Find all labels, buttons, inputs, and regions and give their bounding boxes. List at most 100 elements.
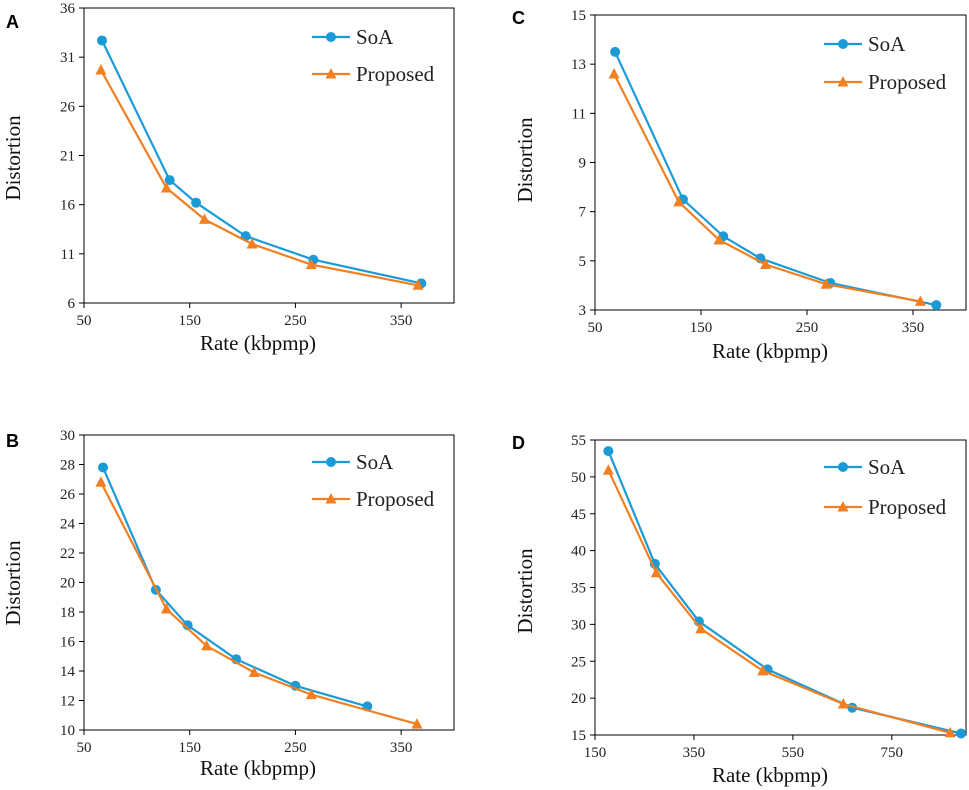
data-point-proposed bbox=[248, 666, 260, 677]
chart-panel-a: A 6 11 16 21 26 31 36 50 150 250 350 SoA Proposed Ra… bbox=[0, 0, 484, 395]
data-point-proposed bbox=[760, 258, 772, 270]
data-point-proposed bbox=[713, 233, 725, 245]
x-tick-label: 250 bbox=[284, 313, 307, 329]
y-tick-label: 30 bbox=[60, 428, 75, 444]
y-tick-label: 3 bbox=[579, 303, 587, 319]
series-line-proposed bbox=[99, 481, 418, 726]
y-tick-label: 26 bbox=[60, 99, 76, 115]
x-tick-label: 350 bbox=[683, 745, 706, 761]
data-point-proposed bbox=[695, 622, 707, 634]
y-tick-label: 5 bbox=[579, 254, 587, 270]
y-tick-label: 50 bbox=[571, 470, 586, 486]
data-point-proposed bbox=[246, 238, 258, 249]
legend-label-proposed: Proposed bbox=[868, 495, 947, 519]
x-tick-label: 350 bbox=[902, 320, 925, 336]
legend-marker-proposed bbox=[325, 493, 337, 504]
y-axis-label: Distortion bbox=[513, 548, 537, 634]
x-tick-label: 150 bbox=[178, 740, 201, 756]
data-point-proposed bbox=[95, 476, 107, 487]
y-tick-label: 11 bbox=[572, 106, 586, 122]
y-axis-label: Distortion bbox=[1, 115, 25, 201]
y-tick-label: 18 bbox=[60, 605, 75, 621]
legend-marker-soa bbox=[838, 462, 848, 472]
y-tick-label: 16 bbox=[60, 635, 76, 651]
y-tick-label: 30 bbox=[571, 617, 586, 633]
legend-marker-soa bbox=[326, 457, 336, 467]
x-axis-label: Rate (kbpmp) bbox=[200, 331, 316, 355]
x-tick-label: 250 bbox=[284, 740, 307, 756]
panel-letter-b: B bbox=[6, 431, 19, 451]
panel-letter-a: A bbox=[6, 12, 19, 32]
y-axis-label: Distortion bbox=[513, 117, 537, 203]
x-axis-label: Rate (kbpmp) bbox=[712, 339, 828, 363]
data-point-proposed bbox=[820, 278, 832, 289]
legend-label-soa: SoA bbox=[356, 25, 394, 49]
x-tick-label: 150 bbox=[690, 320, 713, 336]
y-tick-label: 12 bbox=[60, 694, 75, 710]
x-tick-label: 150 bbox=[178, 313, 201, 329]
data-point-proposed bbox=[305, 258, 317, 270]
legend-label-proposed: Proposed bbox=[356, 487, 435, 511]
y-tick-label: 26 bbox=[60, 487, 76, 503]
data-point-proposed bbox=[673, 195, 685, 207]
y-tick-label: 6 bbox=[68, 296, 76, 312]
series-line-proposed bbox=[613, 73, 921, 303]
data-point-soa bbox=[956, 728, 967, 739]
legend-label-soa: SoA bbox=[868, 455, 906, 479]
plot-frame bbox=[83, 7, 455, 304]
y-tick-label: 9 bbox=[579, 156, 587, 172]
y-tick-label: 15 bbox=[571, 8, 586, 24]
chart-b-svg: B 10 12 14 16 18 20 22 24 26 28 30 50 150 250 350 SoA Pr… bbox=[1, 428, 455, 780]
data-point-proposed bbox=[412, 279, 424, 290]
y-tick-label: 20 bbox=[60, 576, 75, 592]
data-point-proposed bbox=[602, 464, 614, 475]
x-tick-label: 350 bbox=[390, 740, 413, 756]
legend-marker-soa bbox=[838, 39, 848, 49]
series-line-soa bbox=[614, 51, 937, 307]
y-tick-label: 13 bbox=[571, 57, 586, 73]
chart-d-svg: D 15 20 25 30 35 40 45 50 55 150 350 550 750 SoA Propo… bbox=[512, 433, 967, 787]
panel-letter-c: C bbox=[512, 8, 525, 28]
data-point-soa bbox=[610, 46, 621, 57]
y-tick-label: 25 bbox=[571, 654, 586, 670]
data-point-proposed bbox=[944, 726, 956, 738]
data-point-proposed bbox=[305, 688, 317, 700]
x-tick-label: 150 bbox=[584, 745, 607, 761]
x-axis-label: Rate (kbpmp) bbox=[200, 756, 316, 780]
data-point-proposed bbox=[608, 68, 620, 79]
y-tick-label: 14 bbox=[60, 664, 76, 680]
y-axis-label: Distortion bbox=[1, 540, 25, 626]
legend-label-soa: SoA bbox=[356, 450, 394, 474]
legend-marker-soa bbox=[326, 32, 336, 42]
data-point-proposed bbox=[837, 698, 849, 709]
legend-label-proposed: Proposed bbox=[356, 62, 435, 86]
data-point-soa bbox=[164, 175, 175, 186]
series-line-soa bbox=[607, 450, 962, 735]
y-tick-label: 7 bbox=[579, 205, 587, 221]
y-tick-label: 11 bbox=[61, 247, 75, 263]
plot-frame bbox=[594, 439, 967, 736]
data-point-proposed bbox=[95, 63, 107, 75]
chart-panel-d: D 15 20 25 30 35 40 45 50 55 150 350 550 750 SoA Propo… bbox=[484, 395, 969, 790]
y-tick-label: 20 bbox=[571, 691, 586, 707]
y-tick-label: 22 bbox=[60, 546, 75, 562]
chart-panel-c: C 3 5 7 9 11 13 15 50 150 250 350 SoA Proposed Rate … bbox=[484, 0, 969, 395]
x-tick-label: 350 bbox=[390, 313, 413, 329]
x-tick-label: 750 bbox=[881, 745, 904, 761]
data-point-soa bbox=[182, 620, 193, 631]
chart-panel-b: B 10 12 14 16 18 20 22 24 26 28 30 50 150 250 350 SoA Pr… bbox=[0, 395, 484, 790]
data-point-soa bbox=[603, 446, 614, 457]
y-tick-label: 31 bbox=[60, 50, 75, 66]
x-tick-label: 50 bbox=[77, 313, 92, 329]
data-point-proposed bbox=[160, 181, 172, 193]
y-tick-label: 45 bbox=[571, 507, 586, 523]
series-line-soa bbox=[101, 39, 422, 285]
y-tick-label: 16 bbox=[60, 198, 76, 214]
data-point-proposed bbox=[650, 566, 662, 578]
data-point-soa bbox=[98, 462, 109, 473]
data-point-proposed bbox=[757, 664, 769, 676]
x-tick-label: 550 bbox=[782, 745, 805, 761]
x-axis-label: Rate (kbpmp) bbox=[712, 763, 828, 787]
data-point-proposed bbox=[411, 718, 423, 729]
data-point-proposed bbox=[201, 639, 213, 651]
